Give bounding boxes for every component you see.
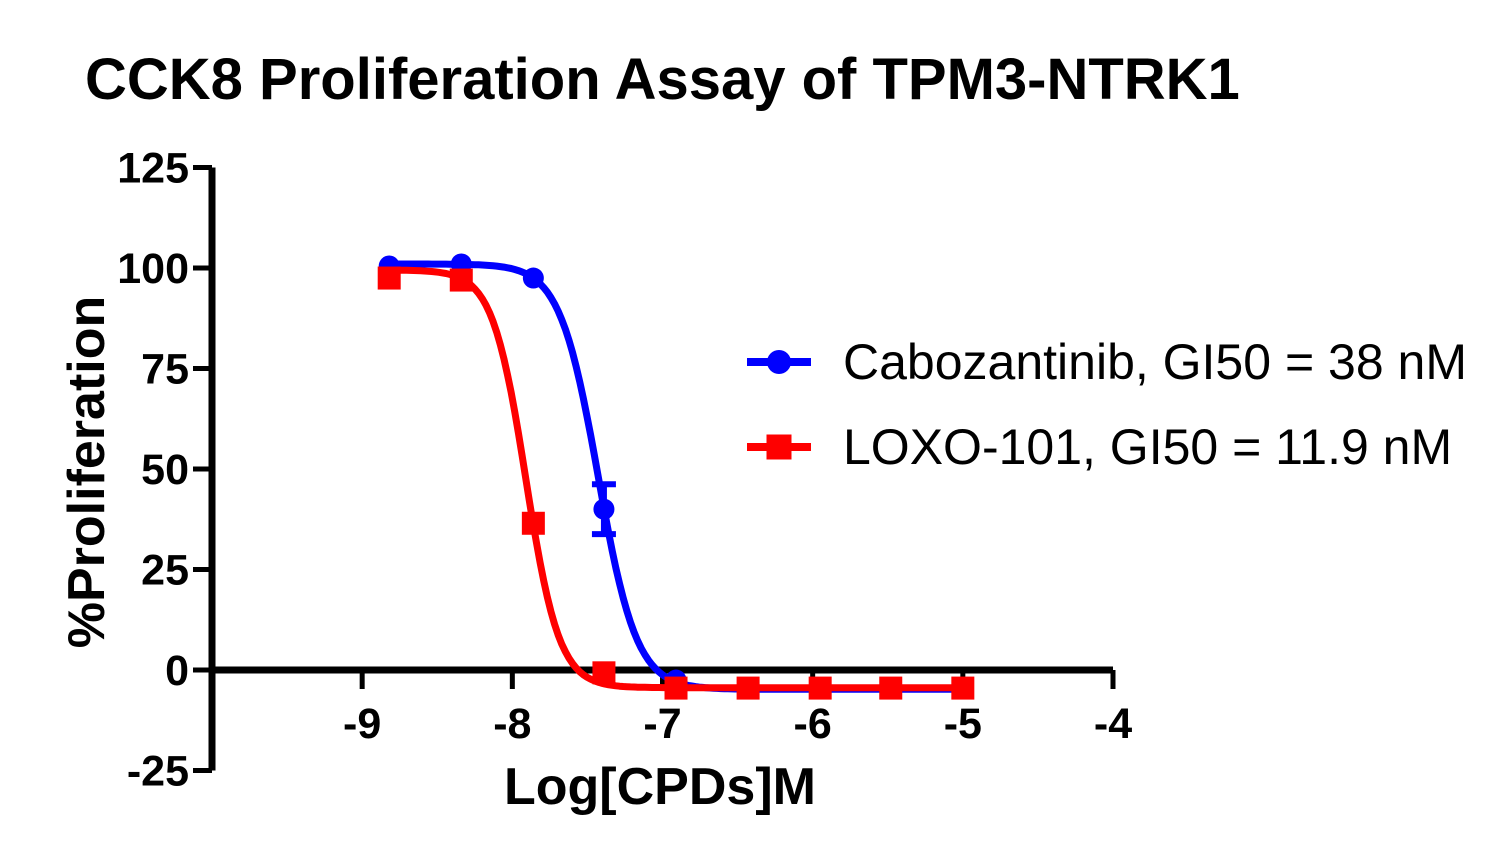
legend: Cabozantinib, GI50 = 38 nM LOXO-101, GI50… — [747, 334, 1467, 475]
y-tick-label: 75 — [141, 346, 189, 394]
data-point-square — [951, 676, 975, 700]
data-point-circle — [593, 498, 615, 520]
data-point-square — [521, 511, 545, 535]
axis-ticks: -9 -8 -7 -6 -5 -4 125 100 75 50 25 0 -25 — [117, 145, 1132, 796]
data-points — [377, 253, 975, 700]
chart-title: CCK8 Proliferation Assay of TPM3-NTRK1 — [85, 47, 1240, 112]
legend-label: LOXO-101, GI50 = 11.9 nM — [843, 419, 1452, 475]
y-tick-label: -25 — [127, 748, 189, 796]
data-point-square — [664, 676, 688, 700]
data-point-square — [808, 676, 832, 700]
data-point-square — [592, 661, 616, 685]
x-tick-label: -5 — [944, 700, 982, 748]
legend-entry: LOXO-101, GI50 = 11.9 nM — [747, 419, 1452, 475]
fit-curves — [384, 260, 963, 693]
x-tick-label: -6 — [794, 700, 832, 748]
x-axis-label: Log[CPDs]M — [504, 758, 816, 816]
data-point-circle — [522, 267, 544, 289]
data-point-square — [879, 676, 903, 700]
legend-entry: Cabozantinib, GI50 = 38 nM — [747, 334, 1467, 390]
legend-marker-circle — [767, 350, 791, 374]
legend-label: Cabozantinib, GI50 = 38 nM — [843, 334, 1467, 390]
data-point-square — [736, 676, 760, 700]
x-tick-label: -9 — [343, 700, 381, 748]
x-tick-label: -7 — [643, 700, 681, 748]
fit-curve-cabozantinib — [384, 260, 963, 693]
y-tick-label: 50 — [141, 446, 189, 494]
legend-marker-square — [766, 434, 792, 460]
y-tick-label: 25 — [141, 547, 189, 595]
y-tick-label: 0 — [165, 647, 189, 695]
fit-curve-loxo-101 — [384, 266, 963, 692]
x-tick-label: -4 — [1094, 700, 1132, 748]
y-axis-label: %Proliferation — [58, 296, 116, 649]
y-tick-label: 125 — [117, 145, 189, 193]
y-tick-label: 100 — [117, 245, 189, 293]
data-point-square — [449, 268, 473, 292]
x-tick-label: -8 — [493, 700, 531, 748]
data-point-square — [377, 266, 401, 290]
